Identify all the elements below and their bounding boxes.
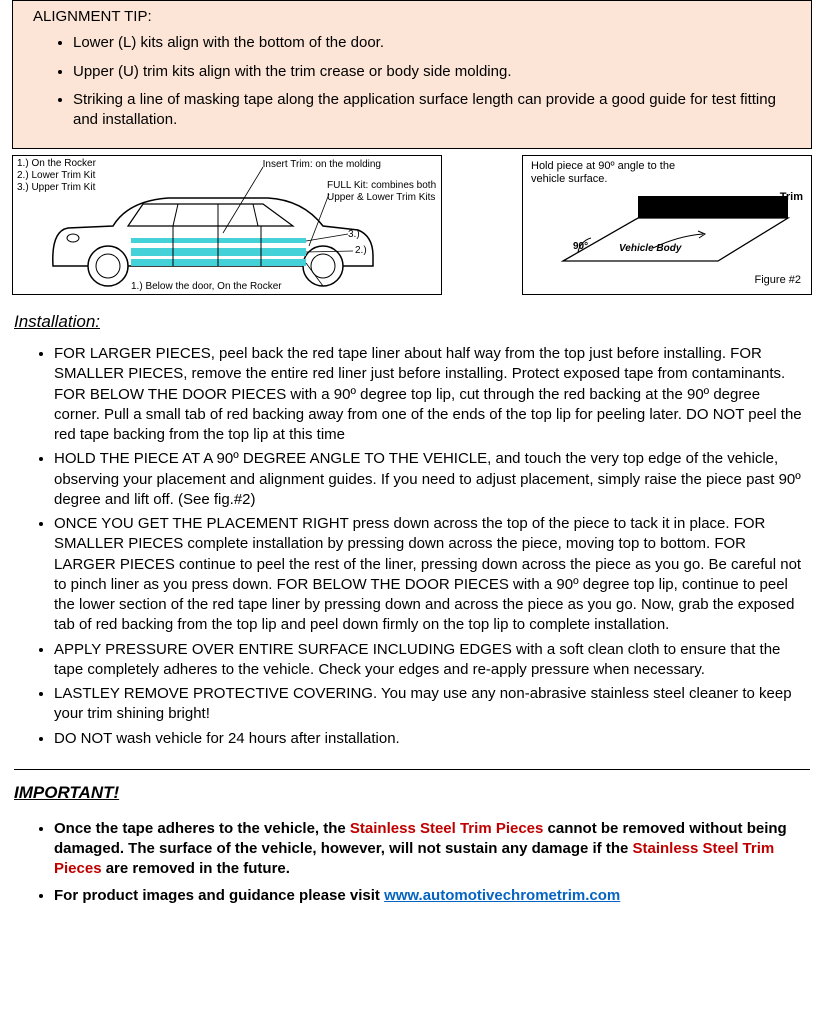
install-item: APPLY PRESSURE OVER ENTIRE SURFACE INCLU… — [54, 640, 804, 681]
angle-label: 90° — [573, 240, 588, 254]
angle-diagram: Hold piece at 90º angle to the vehicle s… — [522, 155, 812, 295]
alignment-tip-box: ALIGNMENT TIP: Lower (L) kits align with… — [12, 0, 812, 149]
install-item: FOR LARGER PIECES, peel back the red tap… — [54, 344, 804, 445]
car-diagram: 1.) On the Rocker 2.) Lower Trim Kit 3.)… — [12, 155, 442, 295]
trim-label: Trim — [780, 190, 803, 205]
figure-label: Figure #2 — [755, 273, 801, 288]
important-item: For product images and guidance please v… — [54, 886, 804, 906]
install-item: HOLD THE PIECE AT A 90º DEGREE ANGLE TO … — [54, 449, 804, 510]
callout-2: 2.) — [355, 244, 367, 258]
important-list: Once the tape adheres to the vehicle, th… — [0, 819, 824, 906]
important-heading: IMPORTANT! — [14, 782, 824, 805]
callout-3: 3.) — [348, 228, 360, 242]
tip-list: Lower (L) kits align with the bottom of … — [33, 33, 797, 130]
installation-list: FOR LARGER PIECES, peel back the red tap… — [0, 344, 824, 749]
install-item: DO NOT wash vehicle for 24 hours after i… — [54, 729, 804, 749]
product-link[interactable]: www.automotivechrometrim.com — [384, 887, 620, 904]
tip-item: Upper (U) trim kits align with the trim … — [73, 62, 797, 82]
installation-heading: Installation: — [14, 311, 824, 334]
car-svg — [13, 156, 443, 296]
tip-item: Lower (L) kits align with the bottom of … — [73, 33, 797, 53]
red-text: Stainless Steel Trim Pieces — [350, 820, 543, 837]
important-item: Once the tape adheres to the vehicle, th… — [54, 819, 804, 880]
section-divider — [14, 769, 810, 770]
below-label: 1.) Below the door, On the Rocker — [131, 280, 282, 294]
tip-title: ALIGNMENT TIP: — [33, 7, 797, 27]
install-item: ONCE YOU GET THE PLACEMENT RIGHT press d… — [54, 514, 804, 636]
tip-item: Striking a line of masking tape along th… — [73, 90, 797, 131]
install-item: LASTLEY REMOVE PROTECTIVE COVERING. You … — [54, 684, 804, 725]
diagram-row: 1.) On the Rocker 2.) Lower Trim Kit 3.)… — [0, 155, 824, 295]
vehicle-body-label: Vehicle Body — [619, 242, 681, 256]
